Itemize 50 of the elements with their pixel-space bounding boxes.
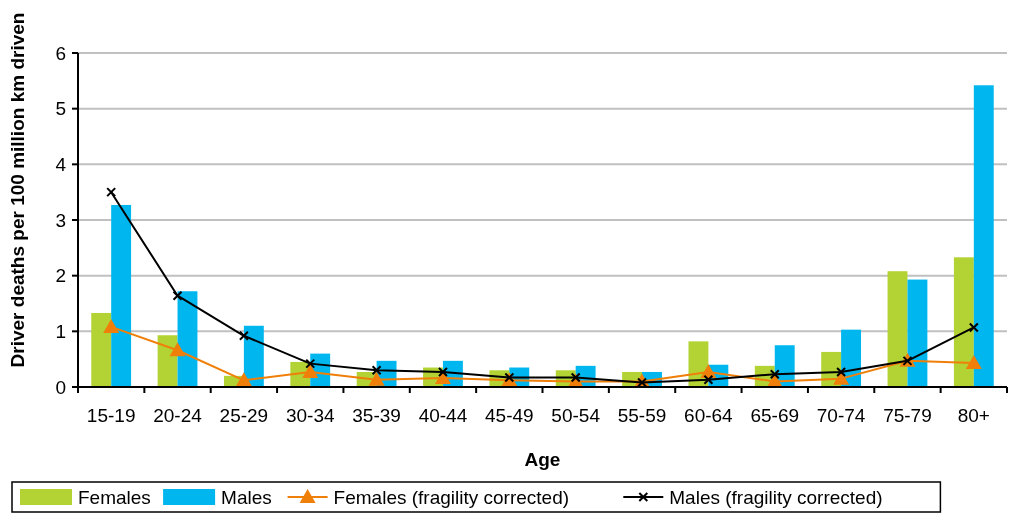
point xyxy=(172,290,183,301)
x-tick-label: 40-44 xyxy=(418,405,468,426)
point xyxy=(371,365,382,376)
bar xyxy=(907,279,928,387)
y-axis-title: Driver deaths per 100 million km driven xyxy=(7,12,28,368)
x-tick-label: 25-29 xyxy=(219,405,269,426)
bar xyxy=(157,335,178,387)
point xyxy=(968,322,979,333)
y-tick-label: 1 xyxy=(55,320,66,342)
x-tick-label: 50-54 xyxy=(551,405,601,426)
y-tick-label: 0 xyxy=(55,376,66,398)
point xyxy=(769,369,780,380)
point xyxy=(103,318,120,333)
x-tick-label: 20-24 xyxy=(153,405,203,426)
x-tick-label: 75-79 xyxy=(883,405,932,426)
bar xyxy=(887,271,908,387)
point xyxy=(368,371,385,386)
legend-label: Males xyxy=(221,487,272,508)
point xyxy=(106,187,117,198)
bar xyxy=(111,204,132,387)
bar xyxy=(973,85,994,387)
point xyxy=(302,363,319,378)
x-tick-label: 65-69 xyxy=(750,405,800,426)
legend-label: Females xyxy=(78,487,151,508)
bar xyxy=(953,257,974,387)
y-tick-label: 2 xyxy=(55,265,66,287)
point xyxy=(169,342,186,357)
y-tick-label: 4 xyxy=(55,153,67,175)
x-axis-title: Age xyxy=(524,449,561,470)
legend-label: Males (fragility corrected) xyxy=(669,487,883,508)
point xyxy=(235,372,252,387)
point xyxy=(305,358,316,369)
point xyxy=(836,366,847,377)
x-tick-label: 80+ xyxy=(957,405,990,426)
bar xyxy=(91,312,112,387)
point xyxy=(570,372,581,383)
x-tick-label: 60-64 xyxy=(684,405,734,426)
x-tick-label: 15-19 xyxy=(86,405,136,426)
y-tick-label: 3 xyxy=(55,209,66,231)
point xyxy=(238,330,249,341)
x-tick-label: 70-74 xyxy=(816,405,866,426)
y-tick-label: 5 xyxy=(55,98,66,120)
x-tick-label: 35-39 xyxy=(352,405,401,426)
y-tick-label: 6 xyxy=(55,42,66,64)
legend-label: Females (fragility corrected) xyxy=(333,487,570,508)
point xyxy=(965,355,982,370)
x-tick-label: 55-59 xyxy=(617,405,667,426)
x-tick-label: 30-34 xyxy=(285,405,335,426)
point xyxy=(703,374,714,385)
x-tick-label: 45-49 xyxy=(485,405,534,426)
